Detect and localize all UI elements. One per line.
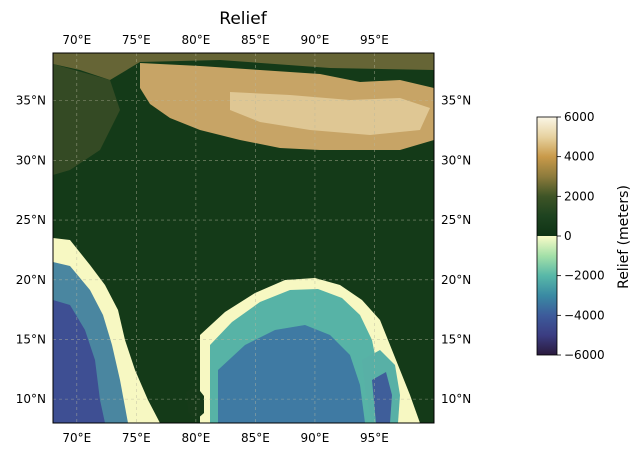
x-tick-label-bottom: 95°E xyxy=(360,431,389,445)
x-tick-label-bottom: 80°E xyxy=(181,431,210,445)
western-highlands xyxy=(53,64,120,175)
x-tick-label-top: 70°E xyxy=(62,33,91,47)
colorbar-ticks: 6000 4000 2000 0 −2000 −4000 −6000 xyxy=(557,110,605,362)
x-ticks-bottom: 70°E 75°E 80°E 85°E 90°E 95°E xyxy=(62,431,389,445)
colorbar-tick-label: 6000 xyxy=(564,110,595,124)
x-tick-label-top: 85°E xyxy=(241,33,270,47)
colorbar-tick-label: 4000 xyxy=(564,150,595,164)
x-tick-label-bottom: 85°E xyxy=(241,431,270,445)
y-tick-label-left: 25°N xyxy=(16,213,46,227)
bay-of-bengal-abyss xyxy=(218,325,365,423)
y-tick-label-left: 30°N xyxy=(16,153,46,167)
colorbar-tick-label: −2000 xyxy=(564,269,605,283)
colorbar: 6000 4000 2000 0 −2000 −4000 −6000 Relief (met… xyxy=(536,110,632,362)
x-tick-label-bottom: 90°E xyxy=(301,431,330,445)
y-tick-label-left: 20°N xyxy=(16,273,46,287)
relief-map xyxy=(53,53,434,423)
y-tick-label-left: 35°N xyxy=(16,94,46,108)
y-tick-label-right: 10°N xyxy=(441,392,471,406)
andaman-sea-deep xyxy=(372,372,392,423)
y-tick-label-right: 35°N xyxy=(441,94,471,108)
map-frame xyxy=(52,52,435,424)
colorbar-tick-label: 2000 xyxy=(564,189,595,203)
y-tick-label-left: 15°N xyxy=(16,332,46,346)
northwest-highlands xyxy=(53,53,434,80)
colorbar-tick-label: 0 xyxy=(564,229,572,243)
chart-title: Relief xyxy=(219,9,267,29)
colorbar-bar xyxy=(536,116,558,356)
y-ticks-left: 10°N 15°N 20°N 25°N 30°N 35°N xyxy=(16,94,46,406)
x-tick-label-top: 75°E xyxy=(122,33,151,47)
colorbar-tick-label: −6000 xyxy=(564,348,605,362)
x-tick-label-bottom: 70°E xyxy=(62,431,91,445)
arabian-sea-abyss xyxy=(53,300,105,423)
x-tick-label-bottom: 75°E xyxy=(122,431,151,445)
y-tick-label-right: 15°N xyxy=(441,332,471,346)
plateau-highlight xyxy=(230,92,430,135)
x-ticks-top: 70°E 75°E 80°E 85°E 90°E 95°E xyxy=(62,33,389,47)
y-ticks-right: 10°N 15°N 20°N 25°N 30°N 35°N xyxy=(441,94,471,406)
x-tick-label-top: 90°E xyxy=(301,33,330,47)
y-tick-label-left: 10°N xyxy=(16,392,46,406)
gridlines xyxy=(53,53,434,423)
x-tick-label-top: 80°E xyxy=(181,33,210,47)
y-tick-label-right: 30°N xyxy=(441,153,471,167)
y-tick-label-right: 20°N xyxy=(441,273,471,287)
sri-lanka-island xyxy=(186,386,204,420)
colorbar-label: Relief (meters) xyxy=(616,185,632,289)
x-tick-label-top: 95°E xyxy=(360,33,389,47)
y-tick-label-right: 25°N xyxy=(441,213,471,227)
colorbar-tick-label: −4000 xyxy=(564,308,605,322)
